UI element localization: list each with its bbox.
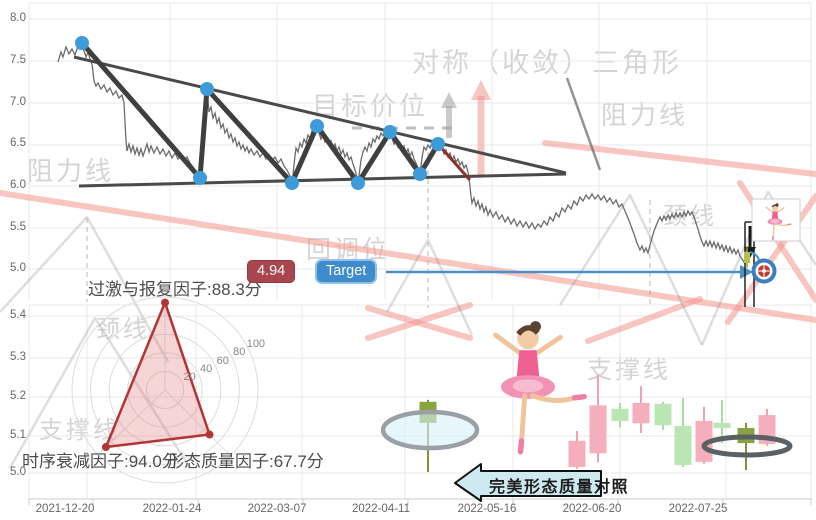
radar-polygon	[104, 301, 211, 449]
ballerina-part	[771, 204, 779, 208]
watermark-dark-line	[565, 77, 602, 171]
y-axis-label: 7.0	[10, 96, 26, 108]
candle-body	[674, 425, 692, 465]
callout-label[interactable]: 完美形态质量对照	[489, 479, 630, 496]
pink-up-arrow-head	[471, 80, 491, 100]
target-icon	[762, 269, 766, 273]
radar-ring-label: 100	[246, 337, 266, 350]
pivot-dot	[351, 176, 365, 190]
pivot-dot	[285, 176, 299, 190]
highlight-ellipse	[380, 409, 480, 451]
factor-decay-text: 时序衰减因子:94.0分	[22, 452, 179, 471]
ballerina-part	[770, 219, 780, 224]
x-axis-date-label: 2022-05-16	[457, 503, 517, 515]
candle-body	[713, 422, 731, 428]
radar-ring-label: 60	[216, 354, 229, 367]
y-axis-label: 5.5	[10, 221, 26, 233]
ballerina-part	[519, 393, 528, 444]
y-axis-label: 6.5	[10, 137, 26, 149]
candle-body	[589, 405, 607, 454]
candle-body	[568, 440, 586, 467]
y-axis-label: 5.0	[10, 466, 26, 478]
support-trendline	[78, 172, 567, 188]
radar-vertex-dot	[101, 443, 110, 452]
x-axis-date-label: 2022-04-11	[352, 503, 410, 515]
pivot-dot	[193, 171, 207, 185]
radar-vertex-dot	[161, 298, 169, 307]
y-axis-label: 5.1	[10, 429, 26, 441]
pivot-dot	[310, 119, 324, 133]
ballerina-part	[529, 393, 577, 403]
watermark-gray-zigzag	[558, 193, 704, 346]
target-badge[interactable]: Target	[315, 259, 378, 284]
radar-spoke	[97, 389, 166, 455]
watermark-text: 对称（收敛）三角形	[412, 48, 682, 78]
pivot-dot	[75, 36, 89, 50]
watermark-pink-line	[585, 296, 703, 344]
ballerina-part	[516, 325, 540, 336]
x-axis-date-label: 2021-12-20	[35, 503, 95, 515]
ballerina-part	[517, 438, 525, 455]
watermark-pink-line	[725, 193, 816, 325]
ballerina-part	[775, 223, 789, 227]
x-axis-date-label: 2022-07-25	[668, 503, 728, 515]
radar-ring-label: 80	[233, 346, 246, 359]
y-axis-label: 5.4	[10, 309, 26, 321]
candle-body	[632, 402, 650, 424]
mini-candle-body	[744, 252, 750, 263]
watermark-text: 支撑线	[587, 356, 672, 384]
candle-body	[611, 408, 629, 421]
y-axis-label: 5.0	[10, 262, 26, 274]
target-arrow-head	[740, 265, 753, 279]
pivot-dot	[383, 125, 397, 139]
y-axis-label: 5.3	[10, 351, 26, 363]
x-axis-date-label: 2022-03-07	[247, 503, 307, 515]
y-axis-label: 8.0	[10, 12, 26, 24]
ballerina-part	[771, 211, 779, 221]
x-axis-date-label: 2022-01-24	[142, 503, 202, 515]
watermark-pink-line	[0, 190, 816, 323]
radar-ring-label: 40	[200, 363, 213, 376]
breakdown-segment	[436, 142, 471, 181]
radar-vertex-dot	[205, 430, 214, 439]
candle-body	[654, 403, 672, 426]
y-axis-label: 7.5	[10, 54, 26, 66]
factor-quality-text: 形态质量因子:67.7分	[167, 452, 324, 471]
ballerina-part	[571, 393, 587, 401]
watermark-pink-line	[365, 302, 473, 341]
watermark-pink-line	[542, 140, 816, 177]
pivot-dot	[200, 82, 214, 96]
watermark-gray-zigzag	[0, 215, 170, 363]
y-axis-label: 5.2	[10, 390, 26, 402]
pivot-dot	[431, 137, 445, 151]
watermark-text: 目标价位	[312, 91, 429, 121]
ballerina-part	[772, 223, 775, 238]
watermark-gray-zigzag	[8, 316, 192, 469]
ballerina-figure	[493, 321, 587, 455]
radar-ring-label: 20	[183, 371, 196, 384]
price-badge[interactable]: 4.94	[247, 260, 296, 283]
ballerina-figure	[765, 203, 792, 241]
highlight-ellipse	[701, 434, 793, 458]
y-axis-label: 6.0	[10, 179, 26, 191]
callout-arrow-shape	[454, 463, 602, 502]
gray-up-arrow-head	[441, 92, 457, 108]
ballerina-part	[512, 379, 544, 393]
radar-spoke	[164, 389, 232, 457]
ballerina-part	[516, 350, 540, 383]
factor-overshoot-text: 过激与报复因子:88.3分	[88, 280, 262, 299]
pivot-dot	[413, 167, 427, 181]
resistance-trendline	[73, 55, 567, 175]
watermark-text: 阻力线	[27, 156, 115, 186]
watermark-gray-zigzag	[385, 238, 474, 336]
x-axis-date-label: 2022-06-20	[562, 503, 622, 515]
watermark-text: 阻力线	[601, 100, 689, 130]
